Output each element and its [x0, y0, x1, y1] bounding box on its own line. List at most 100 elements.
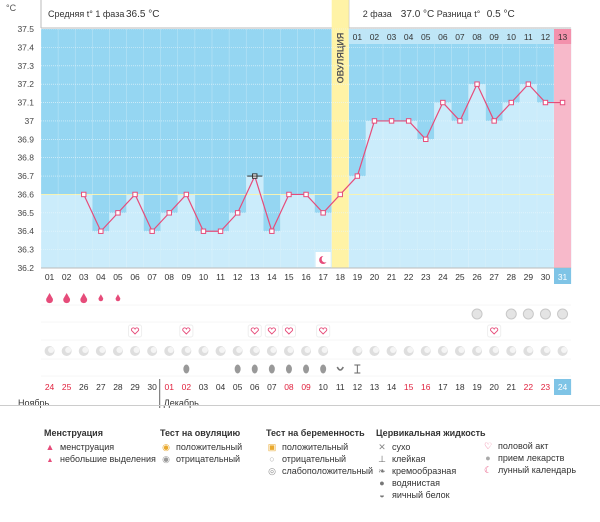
y-tick-label: 36.8: [17, 153, 34, 163]
x-tick-label: 04: [96, 272, 106, 282]
x-tick-label: 19: [353, 272, 363, 282]
creamy-icon: ❧: [378, 466, 386, 476]
temperature-point[interactable]: [166, 210, 172, 216]
ovtest-negative-icon: [471, 308, 483, 320]
temperature-point[interactable]: [337, 191, 343, 198]
egg-white-icon: [285, 364, 292, 374]
x-tick-label: 09: [182, 272, 192, 282]
heart-box: [281, 324, 296, 338]
phase2-day-number: 03: [387, 32, 397, 42]
temperature-point[interactable]: [303, 191, 309, 198]
calendar-date: 21: [507, 382, 517, 392]
heart-icon: [250, 327, 259, 335]
x-tick-label: 21: [387, 272, 397, 282]
temperature-point[interactable]: [388, 118, 395, 124]
temperature-point[interactable]: [217, 228, 224, 234]
pill-icon-shine: [253, 347, 260, 353]
temperature-point[interactable]: [234, 210, 241, 216]
calendar-date: 02: [182, 382, 192, 392]
temperature-point[interactable]: [423, 136, 429, 143]
creamy-icon: [336, 366, 344, 371]
temperature-point[interactable]: [183, 191, 190, 198]
calendar-date: 22: [524, 382, 534, 392]
phase2-day-number: 01: [353, 32, 363, 42]
legend-moon: лунный календарь: [498, 465, 577, 475]
temperature-point[interactable]: [354, 173, 361, 179]
x-tick-label: 05: [113, 272, 123, 282]
temperature-point[interactable]: [81, 191, 87, 198]
heart-icon: [284, 327, 294, 335]
legend-other: ♡ половой акт ● прием лекарств ☾ лунный кал…: [482, 440, 576, 476]
phase2-day-number: 08: [472, 32, 482, 42]
y-tick-label: 36.9: [17, 134, 34, 144]
temperature-point[interactable]: [98, 228, 104, 234]
phase1-label: Средняя t° 1 фаза: [48, 9, 124, 19]
calendar-date: 20: [489, 382, 499, 392]
temperature-point[interactable]: [440, 99, 446, 106]
small-drop-icon: ▲: [46, 457, 54, 464]
sun-icon: ◉: [162, 442, 170, 452]
ovtest-negative-icon: [539, 308, 551, 320]
pink-day-column: [554, 29, 572, 268]
phase2-label: 2 фаза: [363, 9, 392, 19]
temperature-point[interactable]: [320, 210, 326, 216]
pill-icon-shine: [492, 347, 499, 353]
x-tick-label: 11: [216, 272, 225, 282]
phase2-day-number: 12: [541, 32, 551, 42]
temperature-point[interactable]: [542, 99, 549, 106]
legend-cervical: Цервикальная жидкость ✕ сухо ⊥ клейкая ❧ кр…: [376, 428, 486, 501]
temperature-point[interactable]: [286, 191, 292, 198]
temperature-point[interactable]: [474, 81, 480, 87]
pill-icon-shine: [441, 347, 448, 353]
calendar-date: 01: [165, 382, 175, 392]
temperature-point[interactable]: [559, 99, 566, 106]
x-tick-label: 10: [199, 272, 209, 282]
temperature-point[interactable]: [508, 99, 514, 106]
temperature-point[interactable]: [457, 118, 463, 124]
temperature-point[interactable]: [200, 228, 207, 234]
phase2-day-number: 05: [421, 32, 431, 42]
temperature-point[interactable]: [132, 191, 138, 198]
x-tick-label: 01: [45, 272, 55, 282]
x-tick-label: 06: [130, 272, 140, 282]
temperature-point[interactable]: [269, 228, 275, 234]
y-tick-label: 37.4: [17, 42, 34, 52]
legend-light-item: небольшие выделения: [60, 454, 156, 464]
x-tick-label: 17: [318, 272, 328, 282]
calendar-date: 12: [353, 382, 363, 392]
legend-pregtest-title: Тест на беременность: [266, 428, 365, 438]
legend-ovtest-title: Тест на овуляцию: [160, 428, 241, 438]
phase2-day-number: 07: [455, 32, 465, 42]
calendar-date: 03: [199, 382, 209, 392]
phase2-day-number: 04: [404, 32, 414, 42]
calendar-date: 26: [79, 382, 89, 392]
calendar-date: 24: [45, 382, 55, 392]
test-negative-icon: ○: [269, 454, 275, 464]
below-cover-gap: [92, 194, 110, 232]
y-tick-label: 36.7: [17, 171, 34, 181]
header-bg: [0, 0, 600, 28]
temperature-point[interactable]: [115, 210, 121, 216]
dry-icon: ✕: [378, 442, 386, 452]
moon-icon: ☾: [483, 465, 493, 475]
phase2-number-bg: [468, 29, 486, 44]
heart-icon: ♡: [483, 441, 493, 451]
temperature-point[interactable]: [149, 228, 155, 234]
egg-white-icon: [320, 364, 327, 374]
phase2-number-bg: [365, 29, 383, 44]
below-cover-gap: [143, 194, 161, 232]
phase1-value: 36.5 °C: [126, 9, 159, 20]
temperature-point[interactable]: [525, 81, 532, 87]
pill-icon-shine: [270, 347, 277, 353]
phase2-number-bg: [519, 29, 537, 44]
diff-value: 0.5 °C: [487, 9, 515, 20]
pill-icon-shine: [526, 347, 533, 353]
calendar-date: 08: [284, 382, 294, 392]
day-bar: [297, 194, 315, 268]
legend-ovtest-negative: отрицательный: [176, 454, 241, 464]
temperature-point[interactable]: [491, 118, 497, 124]
temperature-point[interactable]: [405, 118, 412, 124]
phase2-number-bg: [536, 29, 554, 44]
sticky-icon: ⊥: [378, 454, 386, 464]
temperature-point[interactable]: [371, 118, 378, 124]
